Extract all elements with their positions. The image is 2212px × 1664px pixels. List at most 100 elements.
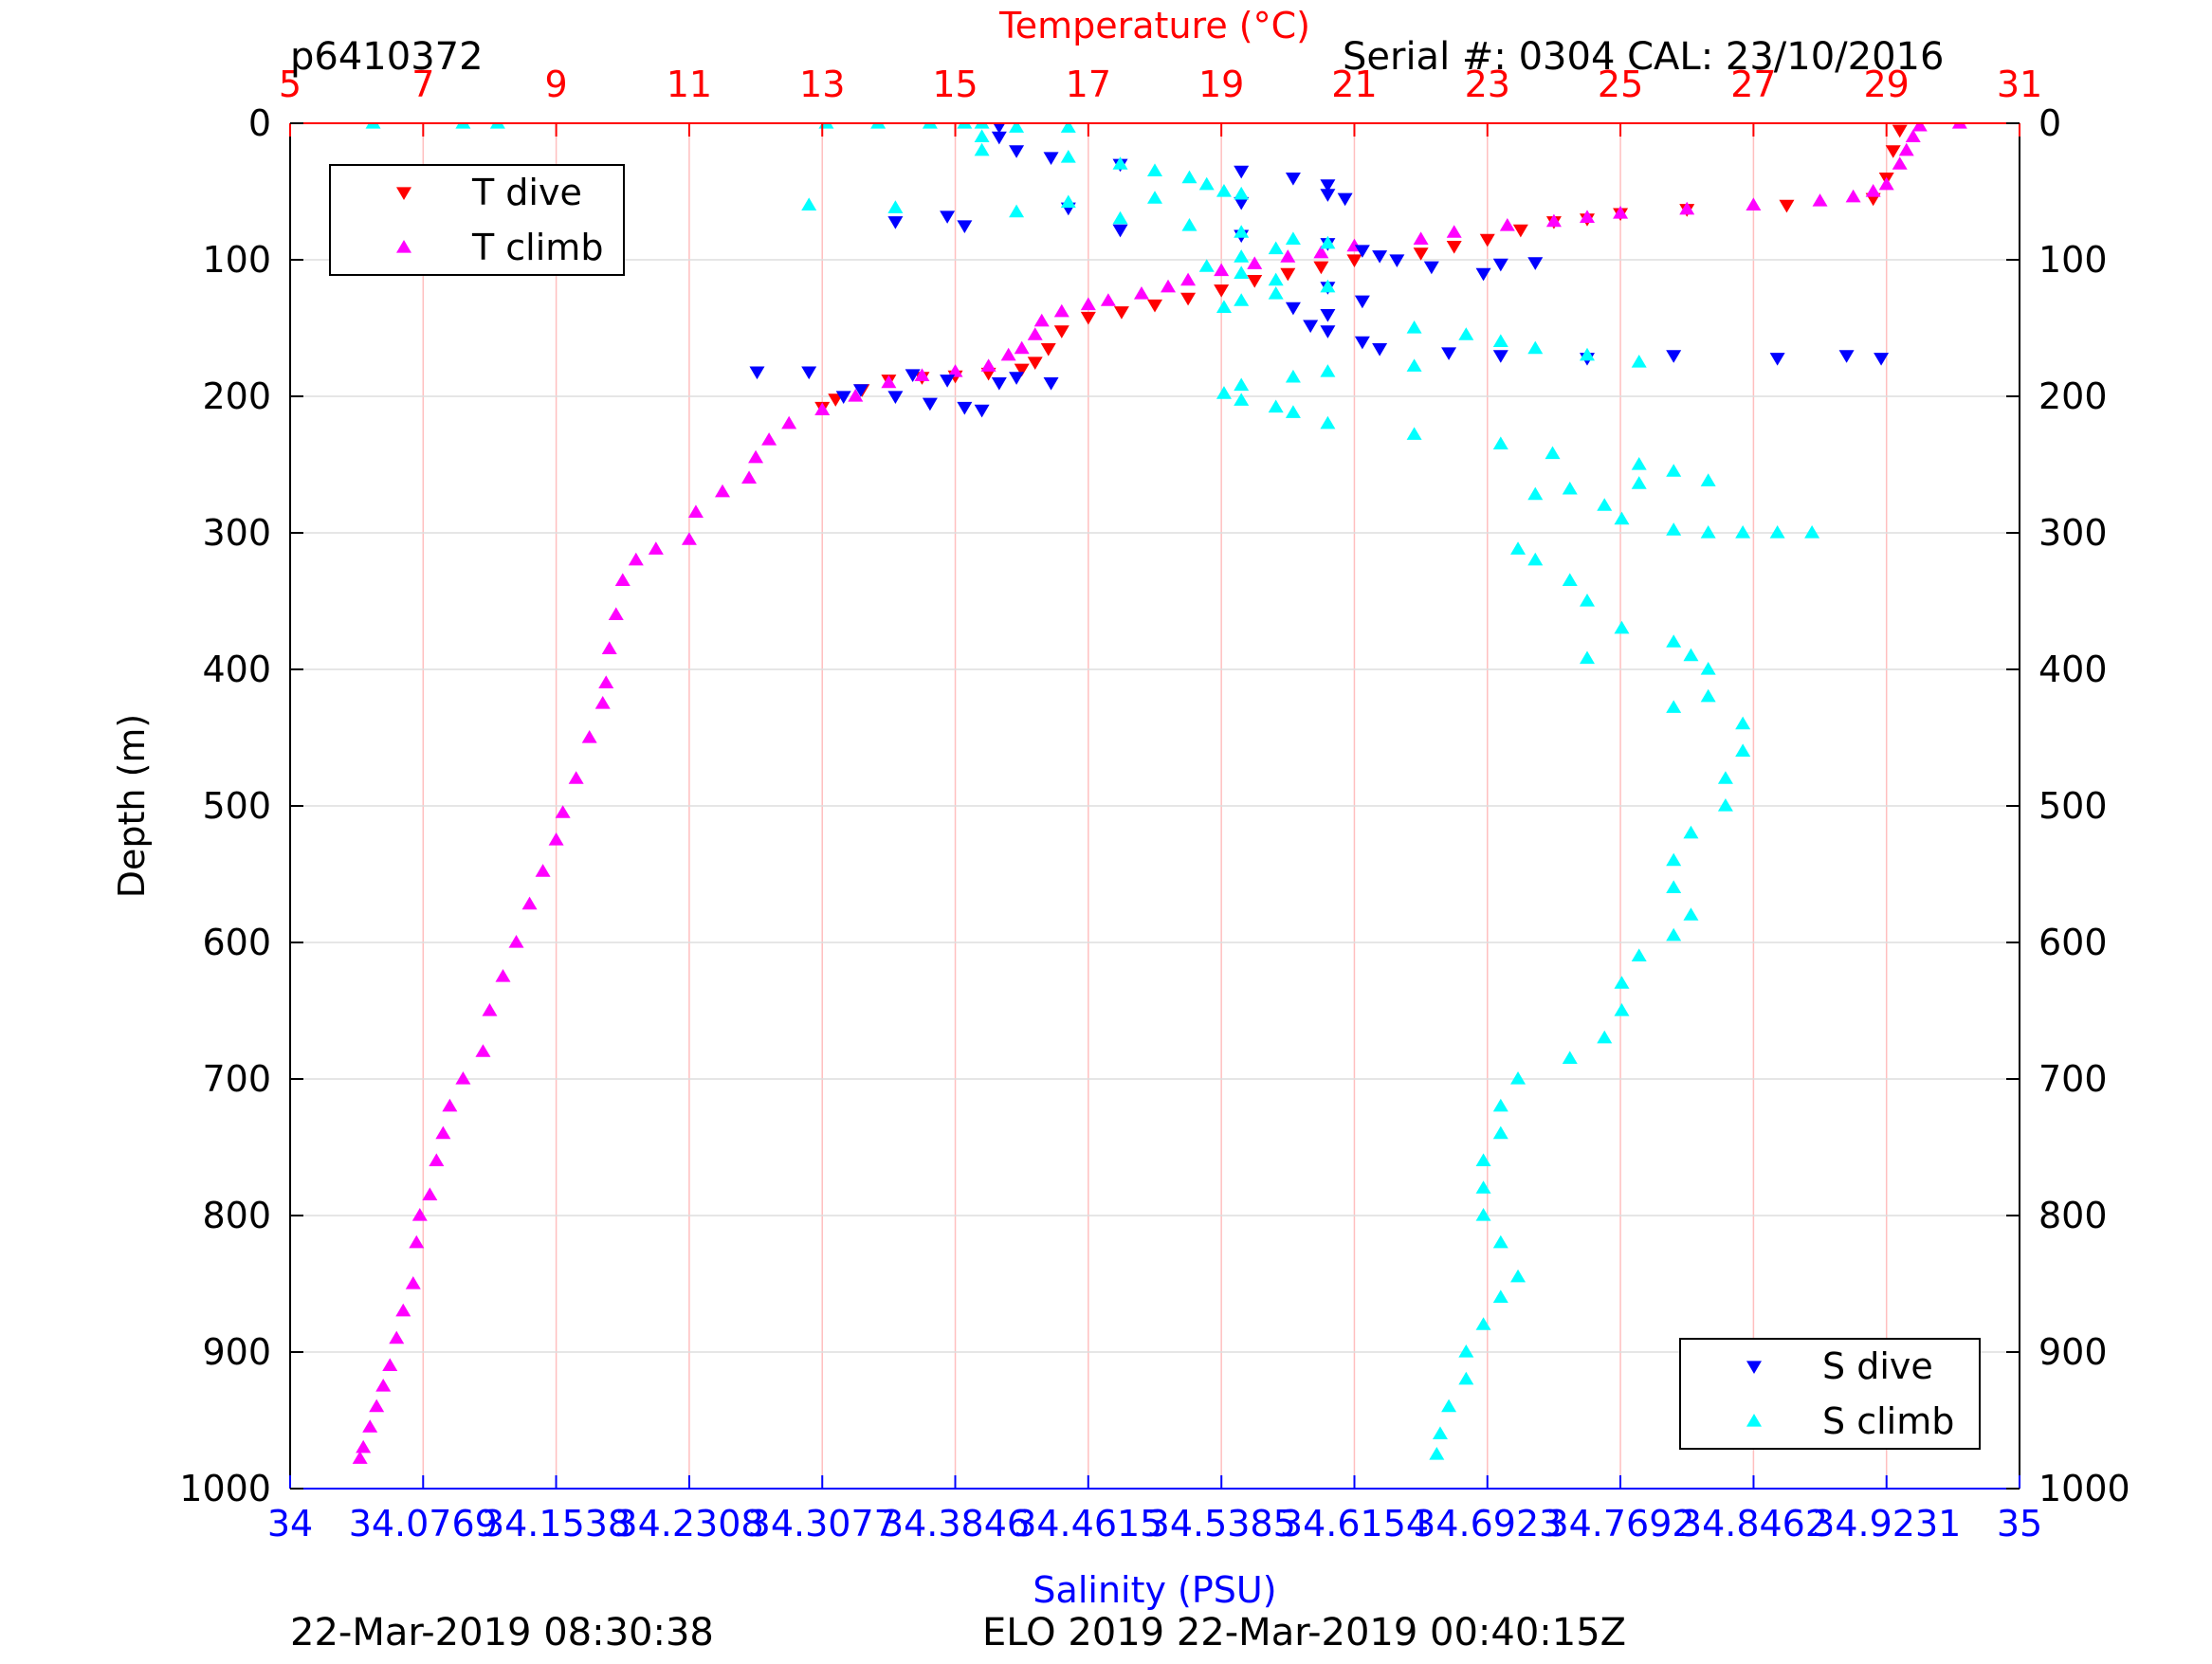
t_dive-point	[1892, 124, 1908, 138]
salinity-tick-label: 35	[1997, 1503, 2042, 1545]
t_climb-point	[1845, 189, 1861, 203]
s_dive-point	[1874, 353, 1890, 366]
s_dive-point	[1043, 377, 1059, 391]
depth-tick-label-left: 700	[202, 1058, 271, 1100]
s_climb-point	[455, 123, 471, 129]
s_climb-point	[1717, 798, 1733, 812]
t_climb-point	[1911, 123, 1928, 132]
temperature-tick-label: 15	[932, 64, 978, 105]
s_climb-point	[818, 123, 834, 129]
s_dive-point	[835, 391, 851, 404]
depth-tick-label-left: 0	[248, 102, 271, 144]
t_climb-point	[1865, 184, 1881, 197]
s_dive-point	[940, 210, 956, 224]
t_climb-point	[455, 1071, 471, 1085]
depth-tick-label-right: 400	[2038, 649, 2108, 690]
depth-tick-label-left: 800	[202, 1195, 271, 1236]
t_climb-point	[598, 675, 614, 688]
s_climb-point	[1717, 771, 1733, 784]
t_climb-point	[375, 1379, 392, 1392]
legend-label-t_climb: T climb	[471, 227, 603, 268]
s_climb-point	[1458, 1344, 1474, 1358]
t_climb-point	[475, 1044, 491, 1057]
s_climb-point	[1562, 1051, 1578, 1064]
footer-mission: ELO 2019 22-Mar-2019 00:40:15Z	[982, 1611, 1627, 1655]
t_climb-point	[1053, 303, 1069, 318]
s_climb-point	[1268, 399, 1284, 413]
t_climb-point	[781, 415, 797, 430]
s_climb-point	[1562, 573, 1578, 586]
s_dive-point	[1285, 173, 1301, 186]
s_climb-point	[1492, 1125, 1508, 1140]
s_dive-point	[1285, 302, 1301, 316]
s_dive-point	[1666, 350, 1682, 363]
s_climb-point	[1631, 948, 1647, 961]
s_climb-point	[1060, 150, 1076, 163]
legend: S dive S climb	[1679, 1338, 1981, 1450]
t_climb-point	[389, 1330, 405, 1344]
s_dive-point	[1009, 145, 1025, 158]
t_climb-point	[947, 364, 963, 377]
s_dive-point	[1320, 189, 1336, 202]
s_climb-point	[1198, 259, 1215, 272]
legend: T dive T climb	[329, 164, 625, 276]
t_climb-point	[881, 375, 897, 389]
s_climb-point	[1009, 123, 1025, 133]
s_climb-point	[1700, 662, 1716, 675]
s_climb-point	[1429, 1447, 1445, 1460]
s_dive-point	[1320, 309, 1336, 322]
t_climb-point	[601, 641, 617, 654]
depth-tick-label-left: 300	[202, 512, 271, 554]
legend-marker-t_dive	[396, 187, 411, 200]
s_climb-point	[1527, 340, 1544, 355]
s_climb-point	[1406, 358, 1422, 372]
s_climb-point	[1735, 525, 1751, 539]
t_climb-point	[1898, 142, 1914, 156]
t_climb-point	[442, 1098, 458, 1112]
s_climb-point	[1735, 743, 1751, 757]
t_climb-point	[435, 1125, 451, 1140]
t_climb-point	[608, 607, 624, 620]
s_climb-point	[1181, 170, 1197, 184]
t_dive-point	[1512, 224, 1528, 238]
temperature-tick-label: 13	[799, 64, 845, 105]
s_dive-point	[974, 404, 990, 418]
salinity-tick-label: 34.6923	[1413, 1503, 1562, 1545]
t_climb-point	[1247, 256, 1263, 269]
s_dive-point	[1372, 250, 1388, 264]
s_climb-point	[1234, 225, 1250, 238]
t_dive-point	[1014, 363, 1030, 377]
t_climb-point	[422, 1187, 438, 1200]
s_climb-point	[1432, 1426, 1448, 1439]
s_climb-point	[1492, 1234, 1508, 1249]
s_climb-point	[1320, 415, 1336, 430]
t_climb-point	[1545, 213, 1562, 228]
legend-label-s_climb: S climb	[1822, 1400, 1954, 1442]
serial-cal-text: Serial #: 0304 CAL: 23/10/2016	[1343, 35, 1945, 79]
t_climb-point	[521, 896, 538, 910]
t_climb-point	[352, 1451, 368, 1464]
s_climb-point	[1614, 976, 1630, 989]
t_climb-point	[1446, 225, 1462, 238]
s_climb-point	[1475, 1317, 1491, 1330]
temperature-tick-label: 25	[1598, 64, 1643, 105]
s_climb-point	[1666, 522, 1682, 536]
s_dive-point	[991, 377, 1007, 391]
s_climb-point	[1234, 186, 1250, 200]
t_climb-point	[548, 832, 564, 846]
legend-label-t_dive: T dive	[471, 172, 582, 213]
t_climb-point	[1214, 263, 1230, 277]
t_dive-point	[1147, 299, 1162, 313]
s_climb-point	[1060, 123, 1076, 133]
t_dive-point	[1413, 247, 1429, 261]
s_climb-point	[1458, 1371, 1474, 1385]
temperature-tick-label: 31	[1997, 64, 2042, 105]
t_dive-point	[1080, 311, 1096, 325]
s_climb-point	[1510, 1269, 1526, 1283]
t_climb-point	[369, 1399, 385, 1413]
s_dive-point	[1769, 353, 1785, 366]
s_dive-point	[940, 375, 956, 388]
s_climb-point	[1112, 210, 1128, 225]
t_dive-point	[1113, 306, 1129, 320]
s_climb-point	[1268, 286, 1284, 300]
